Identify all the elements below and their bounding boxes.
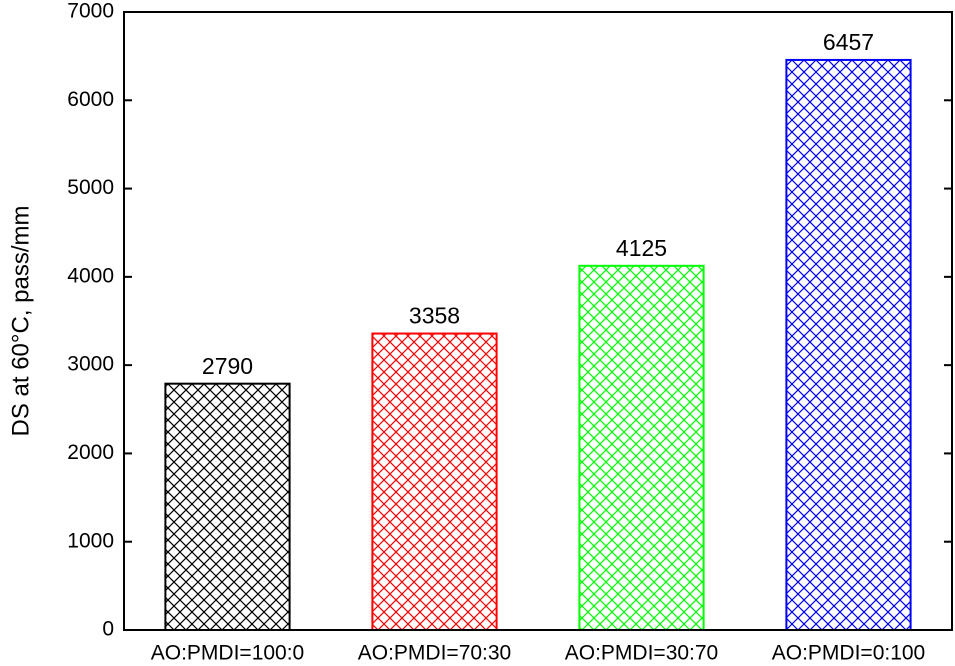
y-tick-label: 5000 (67, 176, 114, 199)
y-tick-label: 6000 (67, 88, 114, 111)
value-label: 3358 (409, 303, 460, 329)
y-tick-label: 2000 (67, 441, 114, 464)
value-label: 4125 (616, 235, 667, 261)
x-tick-label: AO:PMDI=30:70 (565, 642, 719, 665)
y-axis-label: DS at 60°C, pass/mm (7, 206, 34, 437)
y-tick-label: 0 (102, 618, 114, 641)
y-tick-label: 4000 (67, 264, 114, 287)
y-tick-label: 1000 (67, 529, 114, 552)
y-tick-label: 3000 (67, 353, 114, 376)
value-label: 6457 (823, 29, 874, 55)
value-label: 2790 (202, 353, 253, 379)
bar (164, 382, 291, 631)
x-tick-label: AO:PMDI=70:30 (358, 642, 512, 665)
x-tick-label: AO:PMDI=0:100 (772, 642, 926, 665)
bar (785, 58, 912, 631)
y-tick-label: 7000 (67, 0, 114, 23)
bar (578, 264, 705, 631)
x-tick-label: AO:PMDI=100:0 (151, 642, 305, 665)
plot-frame (123, 11, 953, 631)
bar (371, 332, 498, 631)
